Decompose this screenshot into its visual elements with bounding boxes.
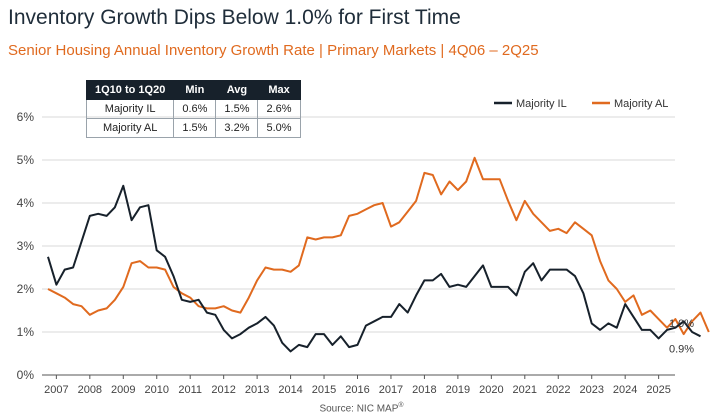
table-cell-label: Majority IL (85, 99, 175, 119)
x-tick-label: 2019 (446, 384, 470, 396)
series-lines (47, 156, 710, 353)
y-tick-label: 0% (17, 368, 35, 382)
series-line-majority-al (47, 156, 710, 336)
x-tick-label: 2023 (579, 384, 603, 396)
x-tick-label: 2018 (412, 384, 436, 396)
table-cell-max: 5.0% (257, 118, 301, 138)
summary-table: 1Q10 to 1Q20 Min Avg Max Majority IL 0.6… (85, 80, 301, 138)
table-cell-max: 2.6% (257, 99, 301, 119)
x-tick-label: 2016 (345, 384, 369, 396)
end-labels: 0.9% 1.0% (669, 318, 694, 355)
table-cell-min: 1.5% (173, 118, 217, 138)
chart-subtitle: Senior Housing Annual Inventory Growth R… (8, 42, 539, 59)
chart-title: Inventory Growth Dips Below 1.0% for Fir… (8, 6, 461, 29)
y-tick-label: 4% (17, 196, 35, 210)
x-tick-label: 2017 (379, 384, 403, 396)
table-header-max: Max (257, 80, 301, 100)
table-header-period: 1Q10 to 1Q20 (85, 80, 175, 100)
table-row: Majority AL 1.5% 3.2% 5.0% (85, 118, 301, 138)
table-header-avg: Avg (215, 80, 259, 100)
table-header-min: Min (173, 80, 217, 100)
y-tick-label: 6% (17, 110, 35, 124)
table-cell-avg: 1.5% (215, 99, 259, 119)
y-tick-label: 1% (17, 325, 35, 339)
end-label: 1.0% (669, 318, 694, 330)
x-tick-label: 2011 (178, 384, 202, 396)
x-tick-label: 2012 (211, 384, 235, 396)
x-axis-ticks: 2007 2008 2009 2010 2011 2012 2013 2014 2015 2016… (44, 375, 671, 396)
x-tick-label: 2022 (546, 384, 570, 396)
x-tick-label: 2008 (78, 384, 102, 396)
end-label: 0.9% (669, 343, 694, 355)
x-tick-label: 2021 (513, 384, 537, 396)
x-tick-label: 2020 (479, 384, 503, 396)
x-tick-label: 2024 (613, 384, 637, 396)
y-axis-ticks: 0% 1% 2% 3% 4% 5% 6% (17, 110, 35, 382)
table-cell-min: 0.6% (173, 99, 217, 119)
legend: Majority IL Majority AL (494, 98, 668, 110)
registered-mark: ® (398, 402, 404, 409)
x-tick-label: 2014 (278, 384, 302, 396)
x-tick-label: 2025 (646, 384, 670, 396)
x-tick-label: 2010 (145, 384, 169, 396)
x-tick-label: 2007 (44, 384, 68, 396)
gridlines (42, 116, 675, 376)
y-tick-label: 2% (17, 282, 35, 296)
x-tick-label: 2013 (245, 384, 269, 396)
x-tick-label: 2015 (312, 384, 336, 396)
table-row: Majority IL 0.6% 1.5% 2.6% (85, 99, 301, 119)
source-note: Source: NIC MAP® (0, 402, 723, 414)
y-tick-label: 5% (17, 153, 35, 167)
legend-label: Majority AL (614, 98, 668, 110)
summary-table-header: 1Q10 to 1Q20 Min Avg Max (85, 80, 301, 100)
x-tick-label: 2009 (111, 384, 135, 396)
table-cell-label: Majority AL (85, 118, 175, 138)
legend-label: Majority IL (516, 98, 567, 110)
y-tick-label: 3% (17, 239, 35, 253)
table-cell-avg: 3.2% (215, 118, 259, 138)
series-line-majority-il (47, 184, 701, 353)
source-text: Source: NIC MAP (319, 403, 399, 415)
